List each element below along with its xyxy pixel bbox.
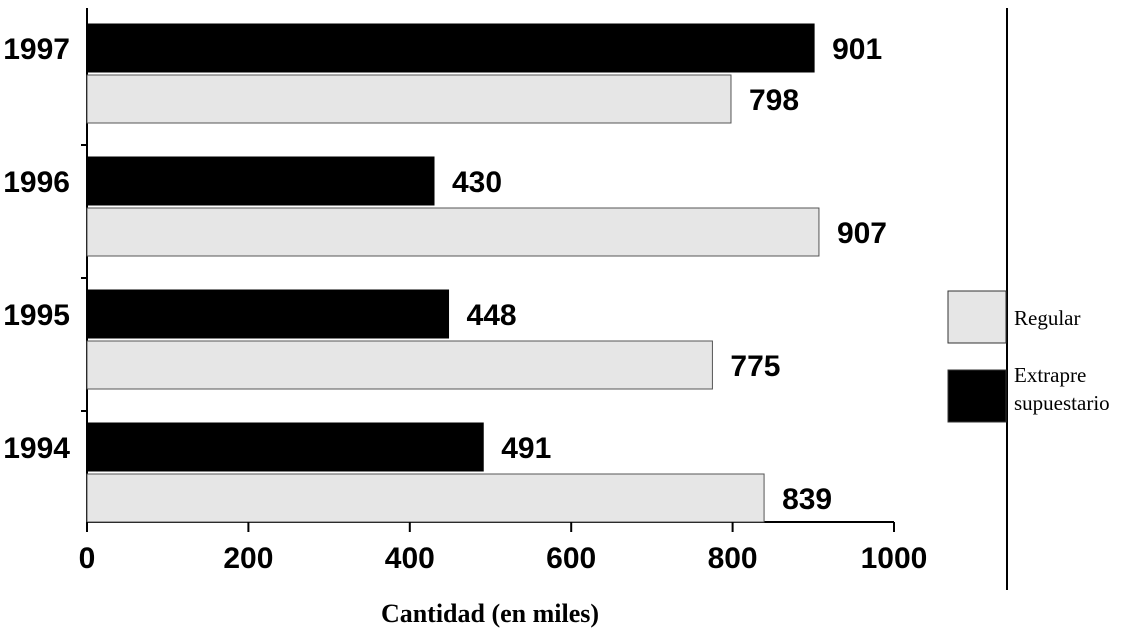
bar-1995-extrapresupuestario bbox=[86, 289, 450, 339]
bar-1996-extrapresupuestario bbox=[86, 156, 435, 206]
x-tick-label-400: 400 bbox=[385, 542, 435, 575]
value-label-1997-extrapresupuestario: 901 bbox=[832, 33, 882, 66]
x-tick-label-0: 0 bbox=[79, 542, 96, 575]
value-label-1997-regular: 798 bbox=[749, 84, 799, 117]
bar-1996-regular bbox=[86, 207, 820, 257]
bars-layer bbox=[86, 23, 820, 523]
x-tick-label-200: 200 bbox=[223, 542, 273, 575]
legend-swatch-extrapresupuestario bbox=[947, 369, 1007, 423]
legend-label-regular-line1: Regular bbox=[1014, 306, 1080, 330]
value-label-1994-extrapresupuestario: 491 bbox=[501, 432, 551, 465]
x-tick-label-600: 600 bbox=[546, 542, 596, 575]
axis-layer: 0 200 400 600 800 1000 bbox=[79, 144, 928, 575]
value-label-1994-regular: 839 bbox=[782, 483, 832, 516]
category-label-1994: 1994 bbox=[3, 432, 70, 465]
legend: Regular Extrapre supuestario bbox=[947, 290, 1110, 423]
bar-1995-regular bbox=[86, 340, 713, 390]
value-label-1995-extrapresupuestario: 448 bbox=[467, 299, 517, 332]
bar-1997-regular bbox=[86, 74, 732, 124]
bar-1994-extrapresupuestario bbox=[86, 422, 484, 472]
legend-label-extrapresupuestario-line2: supuestario bbox=[1014, 391, 1110, 415]
legend-swatch-regular bbox=[947, 290, 1007, 344]
value-label-1995-regular: 775 bbox=[730, 350, 780, 383]
labels-layer: 1997 901 798 1996 430 907 1995 448 775 1994 491 839 bbox=[3, 33, 887, 516]
category-label-1995: 1995 bbox=[3, 299, 70, 332]
bar-1994-regular bbox=[86, 473, 765, 523]
category-label-1997: 1997 bbox=[3, 33, 70, 66]
legend-label-extrapresupuestario-line1: Extrapre bbox=[1014, 363, 1086, 387]
value-label-1996-regular: 907 bbox=[837, 217, 887, 250]
x-tick-label-800: 800 bbox=[708, 542, 758, 575]
x-axis-title: Cantidad (en miles) bbox=[381, 599, 599, 628]
value-label-1996-extrapresupuestario: 430 bbox=[452, 166, 502, 199]
category-label-1996: 1996 bbox=[3, 166, 70, 199]
x-tick-label-1000: 1000 bbox=[861, 542, 928, 575]
bar-1997-extrapresupuestario bbox=[86, 23, 815, 73]
